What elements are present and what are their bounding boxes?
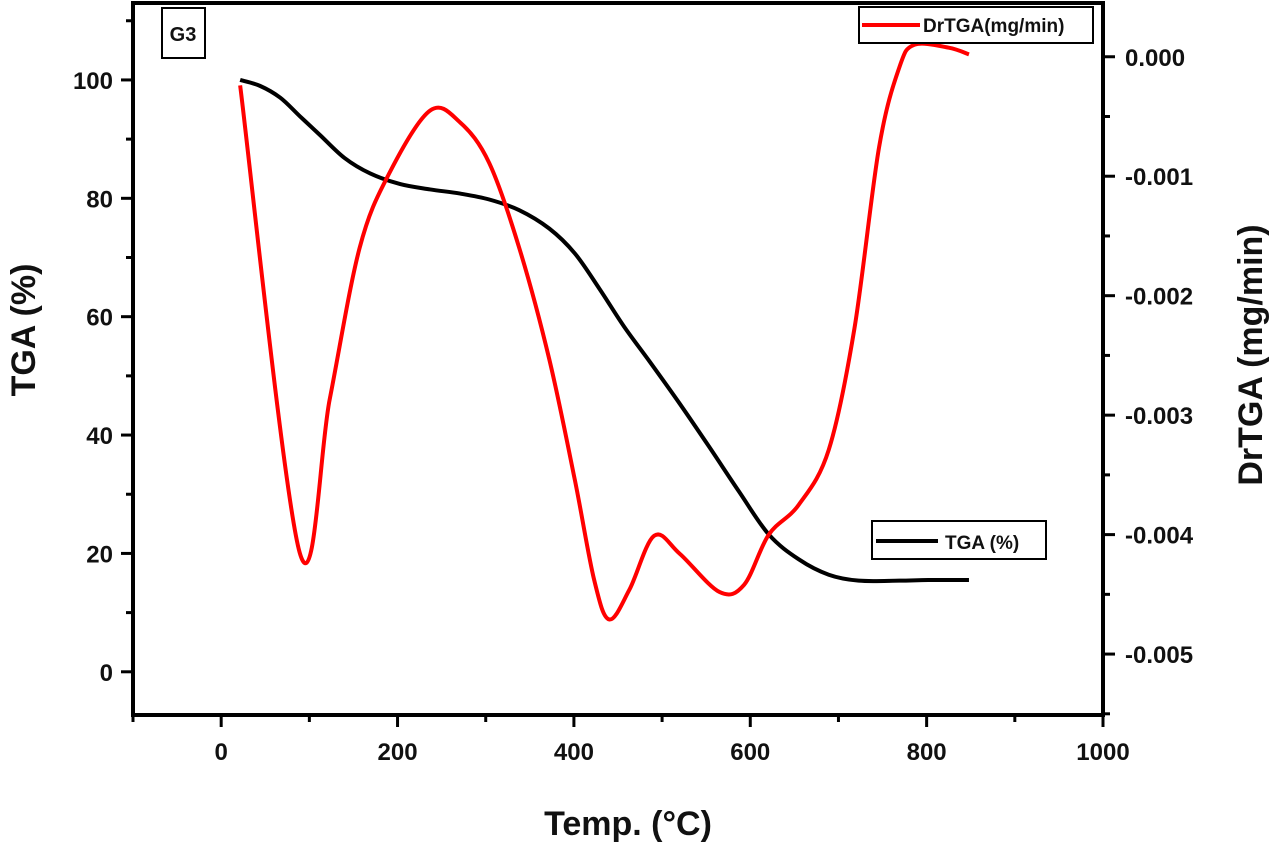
y-right-tick-label: -0.004 bbox=[1125, 523, 1194, 550]
legend-tga-label: TGA (%) bbox=[945, 533, 1019, 554]
series-tga-line bbox=[239, 78, 969, 584]
y-right-tick-label: -0.003 bbox=[1125, 403, 1193, 430]
y-left-tick-label: 0 bbox=[100, 660, 113, 687]
legend-drtga: DrTGA(mg/min) bbox=[858, 6, 1094, 44]
y-axis-left-label: TGA (%) bbox=[5, 264, 43, 397]
x-tick-label: 800 bbox=[907, 739, 947, 766]
plot-frame bbox=[131, 1, 1105, 717]
x-tick-label: 600 bbox=[730, 739, 770, 766]
x-axis-label: Temp. (°C) bbox=[544, 805, 712, 843]
y-left-tick-label: 80 bbox=[86, 186, 113, 213]
y-left-tick-label: 40 bbox=[86, 423, 113, 450]
y-right-tick-label: -0.001 bbox=[1125, 164, 1193, 191]
x-tick-label: 200 bbox=[378, 739, 418, 766]
y-right-tick-label: -0.005 bbox=[1125, 642, 1193, 669]
legend-drtga-label: DrTGA(mg/min) bbox=[923, 16, 1064, 37]
panel-label: G3 bbox=[170, 24, 197, 46]
y-left-tick-label: 100 bbox=[73, 68, 113, 95]
x-tick-label: 400 bbox=[554, 739, 594, 766]
legend-tga: TGA (%) bbox=[871, 520, 1047, 560]
y-right-tick-label: -0.002 bbox=[1125, 284, 1193, 311]
y-left-tick-label: 20 bbox=[86, 541, 113, 568]
y-axis-right-label: DrTGA (mg/min) bbox=[1232, 224, 1270, 485]
series-drtga-line bbox=[238, 41, 970, 622]
panel-label-box: G3 bbox=[161, 7, 206, 59]
x-tick-label: 1000 bbox=[1076, 739, 1129, 766]
y-left-tick-label: 60 bbox=[86, 305, 113, 332]
y-right-tick-label: 0.000 bbox=[1125, 45, 1185, 72]
x-tick-label: 0 bbox=[215, 739, 228, 766]
